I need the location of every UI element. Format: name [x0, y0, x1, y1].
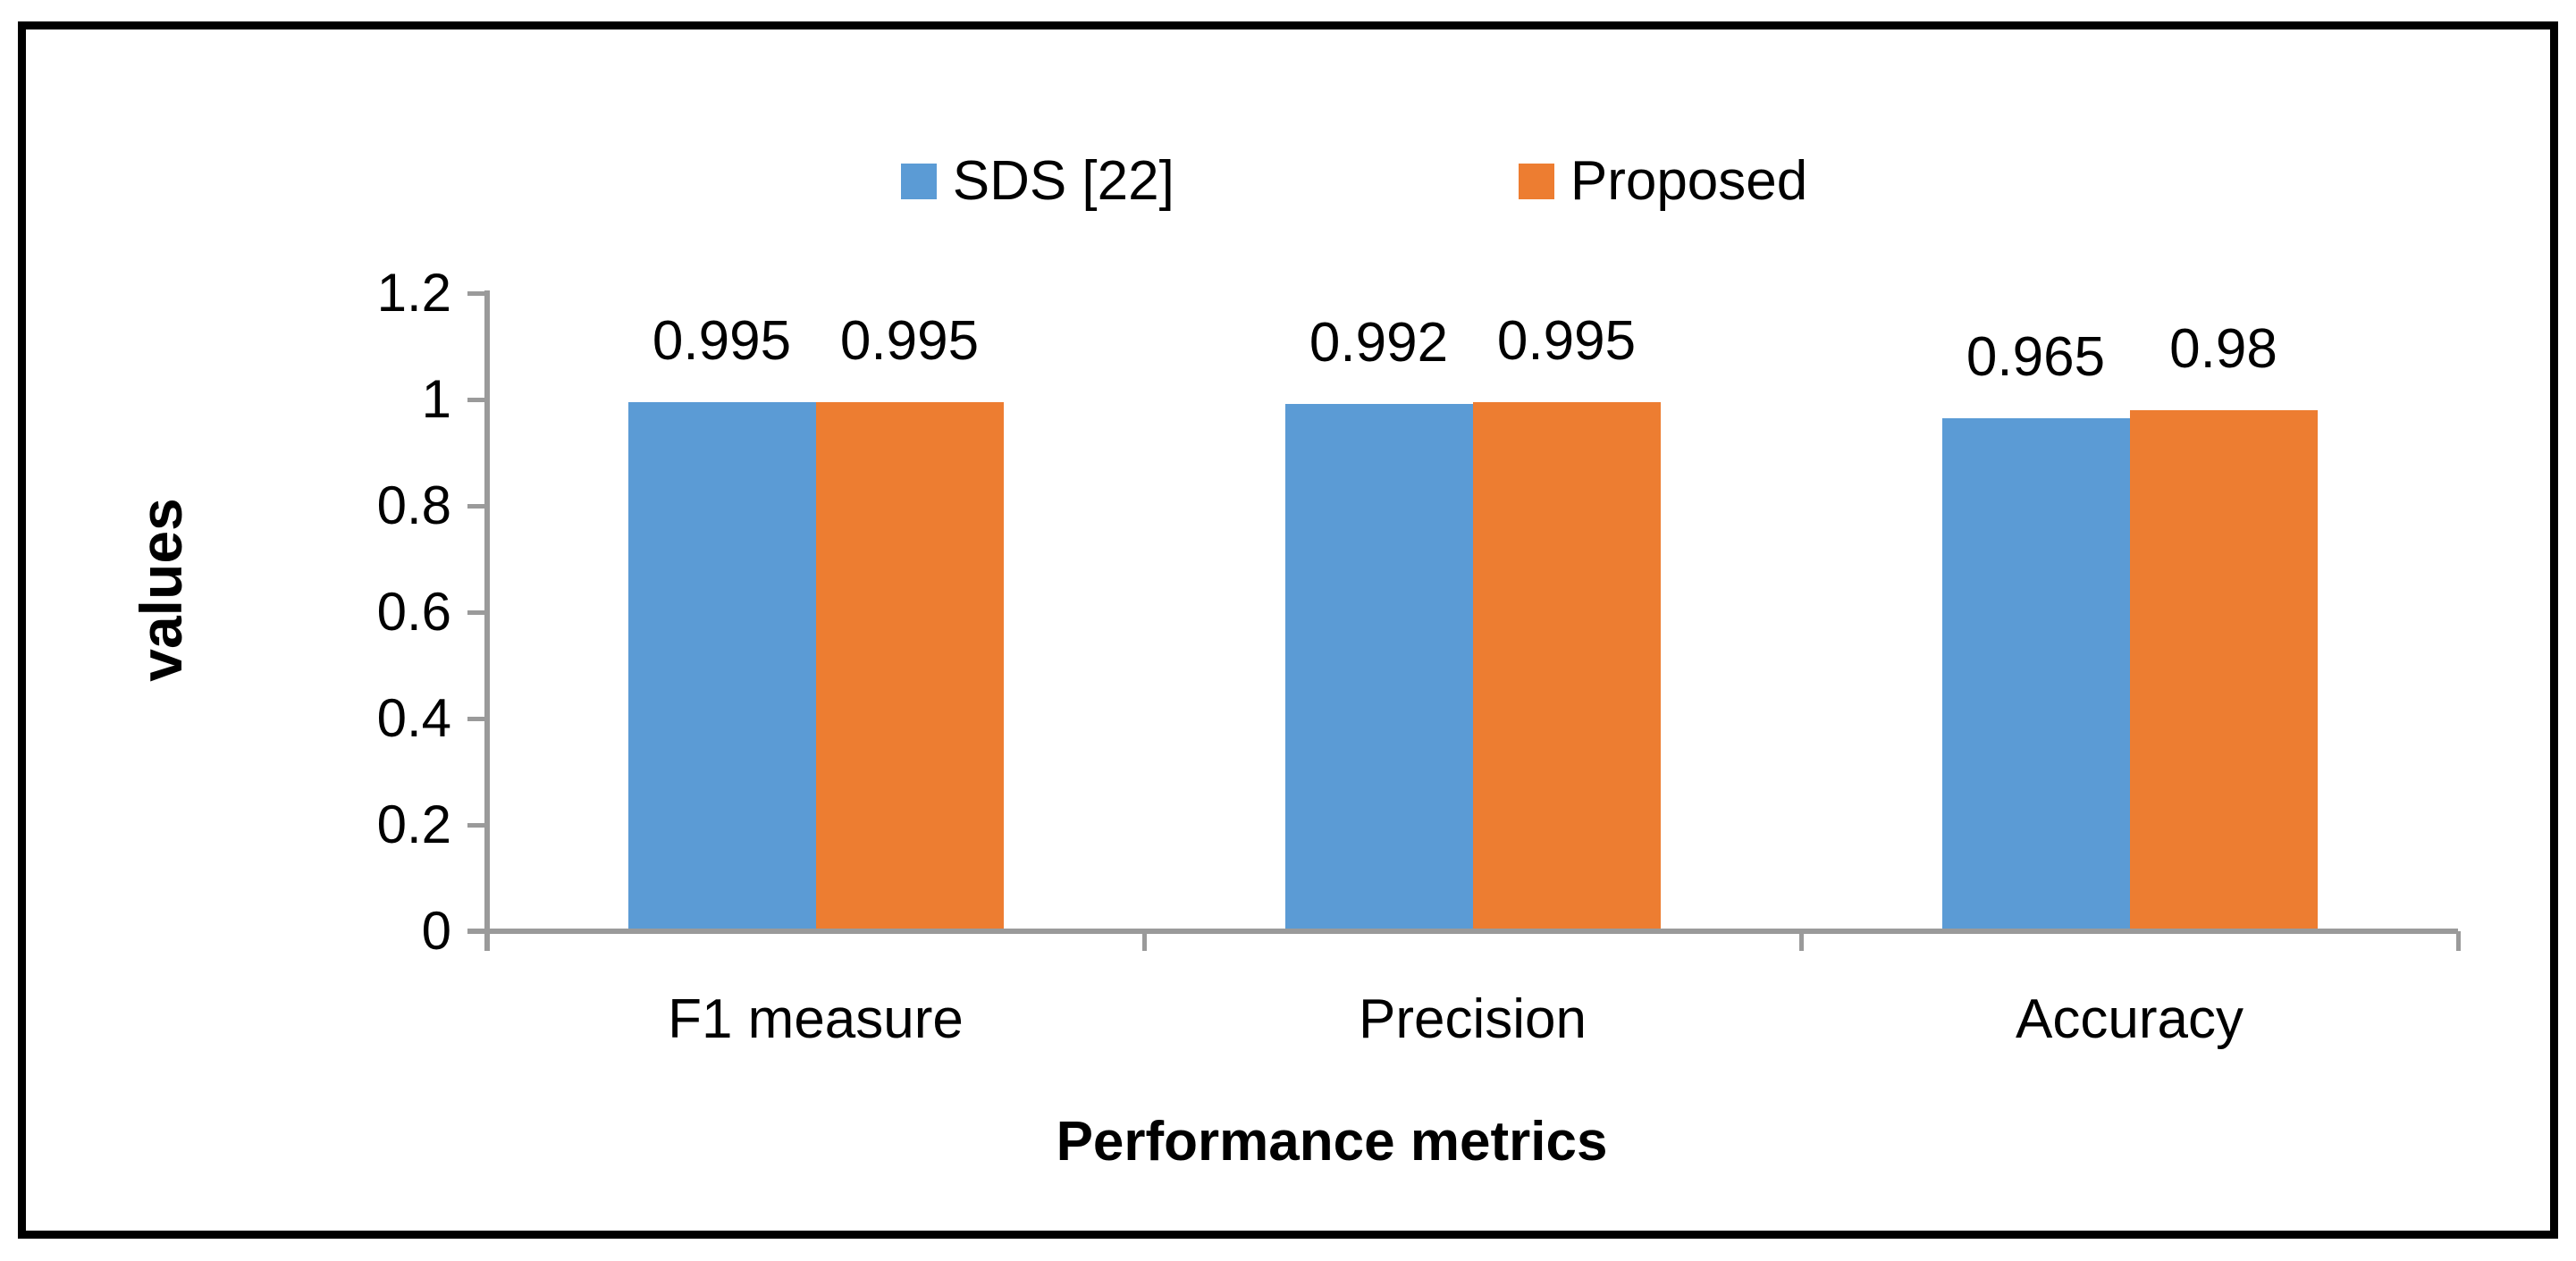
y-tick: [467, 929, 487, 934]
x-axis-title: Performance metrics: [1056, 1111, 1608, 1173]
y-axis-line: [484, 290, 490, 951]
bar: [2129, 410, 2318, 929]
x-tick: [1141, 931, 1147, 951]
legend-item-proposed: Proposed: [1518, 149, 1808, 212]
bar: [627, 402, 816, 929]
bar-value-label: 0.995: [1496, 310, 1637, 372]
y-tick: [467, 290, 487, 296]
bar: [1472, 402, 1661, 929]
x-tick: [2455, 931, 2461, 951]
x-tick: [1798, 931, 1804, 951]
y-tick: [467, 503, 487, 509]
y-tick-label: 0.6: [376, 582, 451, 642]
category-label: Precision: [1359, 988, 1587, 1050]
y-tick: [467, 822, 487, 828]
legend-label-sds: SDS [22]: [952, 149, 1174, 212]
bar: [1941, 418, 2130, 929]
x-axis-line: [467, 929, 2458, 934]
y-tick-label: 0: [421, 901, 451, 961]
y-tick-label: 1: [421, 369, 451, 429]
legend-label-proposed: Proposed: [1570, 149, 1808, 212]
y-tick: [467, 397, 487, 402]
category-label: Accuracy: [2016, 988, 2243, 1050]
x-tick: [484, 931, 490, 951]
y-tick: [467, 609, 487, 615]
bar-value-label: 0.995: [652, 310, 792, 372]
bar-value-label: 0.992: [1309, 312, 1449, 374]
bar: [815, 402, 1004, 929]
bar-value-label: 0.98: [2169, 318, 2277, 380]
bar-value-label: 0.995: [839, 310, 980, 372]
y-tick-label: 0.8: [376, 475, 451, 535]
y-tick-label: 0.4: [376, 688, 451, 748]
y-tick-label: 1.2: [376, 263, 451, 323]
y-tick: [467, 716, 487, 721]
legend-item-sds: SDS [22]: [900, 149, 1174, 212]
bar: [1284, 404, 1473, 929]
legend-swatch-proposed: [1518, 164, 1554, 199]
category-label: F1 measure: [668, 988, 964, 1050]
legend: SDS [22] Proposed: [250, 141, 2458, 222]
y-tick-label: 0.2: [376, 794, 451, 854]
bar-value-label: 0.965: [1966, 326, 2106, 388]
legend-swatch-sds: [900, 164, 937, 199]
